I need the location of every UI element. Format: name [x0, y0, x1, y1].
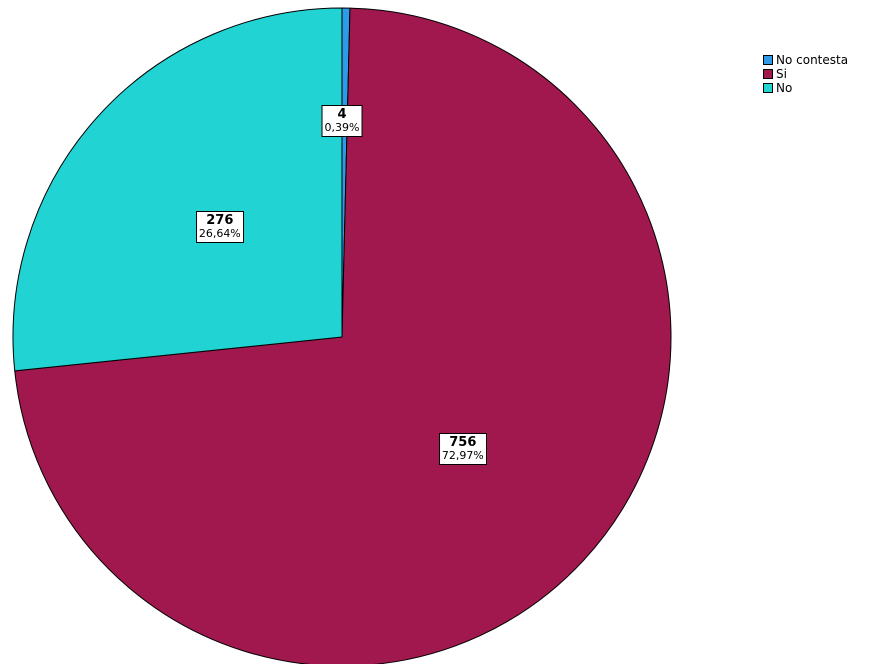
legend-swatch-no-contesta: [763, 55, 773, 65]
slice-percent-no: 26,64%: [198, 226, 241, 240]
slice-count-si: 756: [449, 434, 477, 450]
legend-swatch-si: [763, 69, 773, 79]
legend-swatch-no: [763, 83, 773, 93]
legend-item-no: No: [763, 81, 848, 95]
slice-count-no: 276: [206, 212, 234, 228]
legend-item-si: Si: [763, 67, 848, 81]
legend-label-si: Si: [776, 67, 787, 81]
slice-label-no-contesta: 4 0,39%: [321, 105, 363, 137]
pie-slice-si: [14, 7, 672, 664]
slice-percent-no-contesta: 0,39%: [324, 121, 360, 134]
slice-label-si: 756 72,97%: [438, 432, 487, 465]
legend-label-no: No: [776, 81, 793, 95]
slice-label-no: 276 26,64%: [195, 210, 244, 243]
legend-label-no-contesta: No contesta: [776, 53, 849, 67]
legend-item-no-contesta: No contesta: [763, 53, 848, 67]
slice-count-no-contesta: 4: [337, 107, 347, 122]
pie-slice-no: [12, 7, 343, 372]
legend: No contesta Si No: [763, 53, 848, 95]
slice-percent-si: 72,97%: [441, 448, 484, 462]
